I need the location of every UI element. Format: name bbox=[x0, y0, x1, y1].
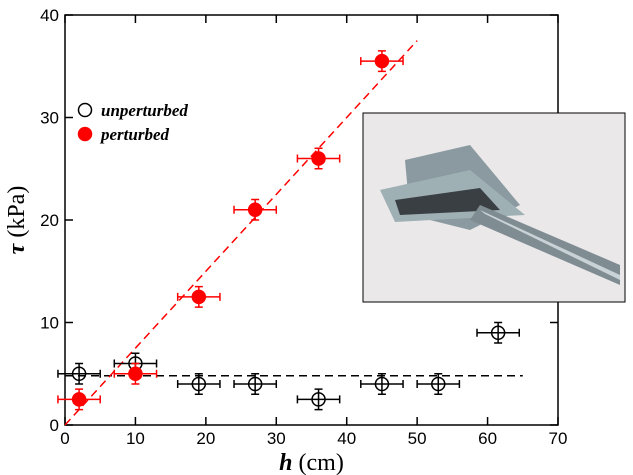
legend-label: unperturbed bbox=[101, 101, 188, 120]
data-point bbox=[128, 366, 143, 381]
data-point bbox=[374, 53, 390, 69]
data-point bbox=[191, 289, 207, 305]
data-point bbox=[191, 376, 207, 392]
data-point bbox=[71, 366, 87, 381]
x-tick-label: 30 bbox=[267, 429, 286, 448]
x-tick-label: 20 bbox=[196, 429, 215, 448]
x-label-unit: (cm) bbox=[299, 450, 344, 475]
fit-line bbox=[64, 40, 418, 426]
x-tick-label: 10 bbox=[126, 429, 145, 448]
data-point bbox=[431, 376, 446, 392]
data-point bbox=[490, 325, 506, 340]
x-tick-label: 50 bbox=[408, 429, 427, 448]
x-tick-label: 0 bbox=[60, 429, 69, 448]
x-tick-label: 60 bbox=[478, 429, 497, 448]
data-point bbox=[247, 202, 263, 217]
data-point bbox=[311, 392, 326, 407]
inset-photo bbox=[362, 112, 626, 303]
x-tick-label: 70 bbox=[549, 429, 568, 448]
data-point bbox=[374, 376, 390, 392]
y-label-symbol: τ bbox=[4, 242, 30, 254]
data-point bbox=[311, 151, 326, 166]
y-tick-label: 0 bbox=[50, 416, 59, 435]
y-tick-label: 30 bbox=[40, 109, 59, 128]
x-tick-label: 40 bbox=[337, 429, 356, 448]
legend-marker bbox=[77, 102, 93, 118]
y-tick-label: 20 bbox=[40, 211, 59, 230]
data-point bbox=[71, 392, 87, 407]
x-axis-label: h (cm) bbox=[279, 450, 344, 475]
y-axis-label: τ (kPa) bbox=[4, 186, 30, 255]
legend-label: perturbed bbox=[99, 125, 170, 144]
data-point bbox=[247, 376, 263, 392]
legend-marker bbox=[77, 126, 93, 142]
x-label-symbol: h bbox=[279, 450, 292, 475]
y-tick-label: 10 bbox=[40, 314, 59, 333]
y-label-unit: (kPa) bbox=[4, 186, 30, 238]
plot-area: 0 10 20 30 40 50 60 70 0 10 20 30 40 h (cm) τ (kPa) unper… bbox=[4, 6, 567, 475]
y-tick-label: 40 bbox=[40, 6, 59, 25]
